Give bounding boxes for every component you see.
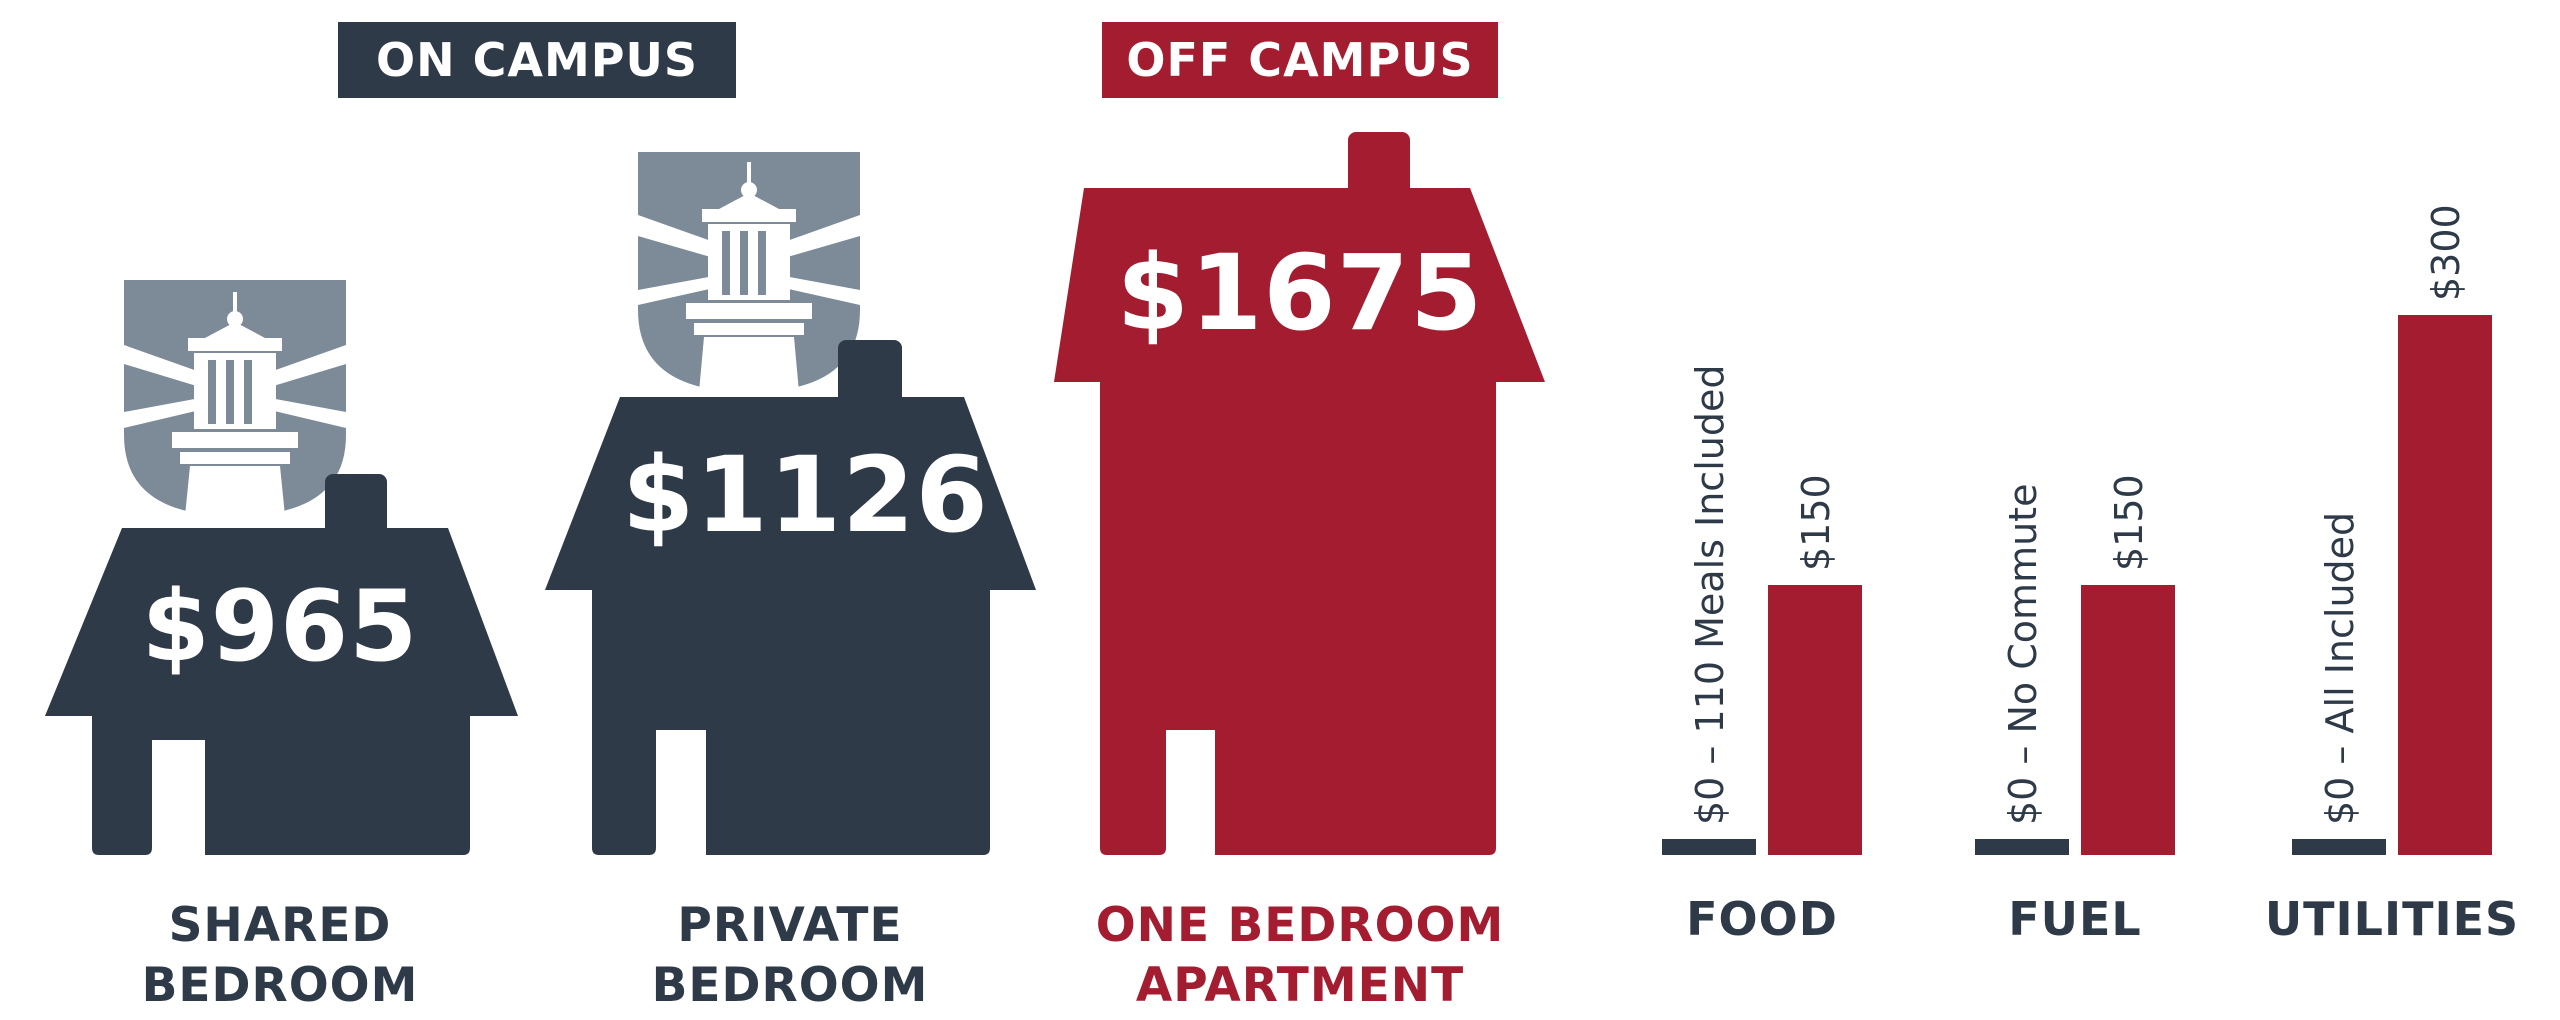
off-campus-badge: OFF CAMPUS xyxy=(1102,22,1498,98)
bar-fuel-s0 xyxy=(1975,839,2069,855)
bar-food-s1 xyxy=(1768,585,1862,855)
apartment-house-icon xyxy=(1054,132,1545,855)
apartment-caption-line1: ONE BEDROOM xyxy=(1095,898,1505,953)
bar-utilities-s1 xyxy=(2398,315,2492,855)
bar-label-fuel-s1: $150 xyxy=(2107,474,2151,571)
shared-bedroom-caption-line1: SHARED xyxy=(168,898,392,953)
private-bedroom-caption-line1: PRIVATE xyxy=(677,898,903,953)
private-bedroom-price: $1126 xyxy=(622,434,989,556)
private-bedroom-caption-line2: BEDROOM xyxy=(651,958,929,1013)
shared-bedroom-caption-line2: BEDROOM xyxy=(141,958,419,1013)
lighthouse-crest-icon xyxy=(638,152,860,392)
category-label-food: FOOD xyxy=(1686,892,1838,946)
shared-bedroom-caption: SHARED BEDROOM xyxy=(80,896,480,1016)
lighthouse-crest-icon xyxy=(124,280,346,516)
category-label-utilities: UTILITIES xyxy=(2265,892,2519,946)
private-bedroom-caption: PRIVATE BEDROOM xyxy=(590,896,990,1016)
on-campus-badge: ON CAMPUS xyxy=(338,22,736,98)
shared-bedroom-price: $965 xyxy=(141,570,419,684)
bar-label-food-s1: $150 xyxy=(1794,474,1838,571)
apartment-caption-line2: APARTMENT xyxy=(1135,958,1465,1013)
private-bedroom-house-icon xyxy=(545,340,1036,855)
bar-utilities-s0 xyxy=(2292,839,2386,855)
bar-label-food-s0: $0 – 110 Meals Included xyxy=(1688,365,1732,825)
apartment-caption: ONE BEDROOM APARTMENT xyxy=(1070,896,1530,1016)
bar-fuel-s1 xyxy=(2081,585,2175,855)
bar-food-s0 xyxy=(1662,839,1756,855)
bar-label-fuel-s0: $0 – No Commute xyxy=(2001,484,2045,825)
bar-label-utilities-s0: $0 – All Included xyxy=(2318,512,2362,825)
category-label-fuel: FUEL xyxy=(2008,892,2142,946)
apartment-price: $1675 xyxy=(1116,232,1484,354)
bar-label-utilities-s1: $300 xyxy=(2424,204,2468,301)
shared-bedroom-house-icon xyxy=(45,474,518,855)
